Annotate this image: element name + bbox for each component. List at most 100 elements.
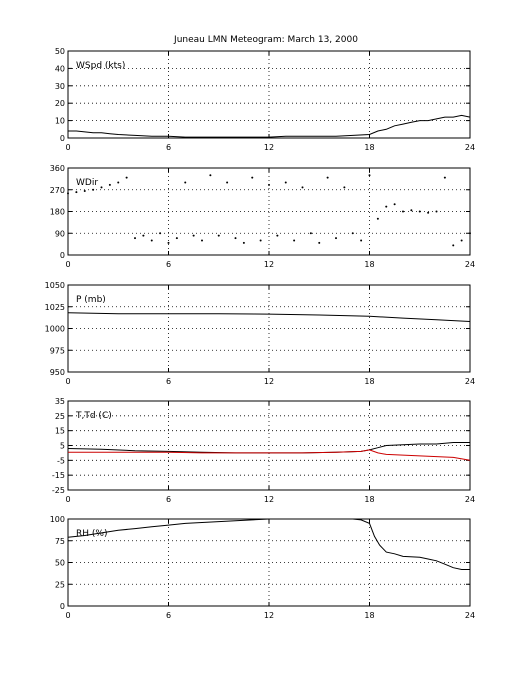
x-tick-label: 6 bbox=[166, 377, 171, 386]
y-tick-label: -15 bbox=[52, 471, 65, 480]
x-tick-label: 6 bbox=[166, 611, 171, 620]
y-tick-label: -5 bbox=[57, 456, 65, 465]
data-point bbox=[134, 237, 136, 240]
panel-wdir: 0 6 12 18 24 0 90 180 270 360 WDir bbox=[50, 164, 475, 269]
data-point bbox=[435, 210, 438, 213]
y-tick-label: 0 bbox=[60, 251, 65, 260]
x-tick-label: 12 bbox=[264, 495, 274, 504]
y-tick-label: 40 bbox=[55, 64, 65, 73]
y-tick-label: 1000 bbox=[45, 325, 65, 334]
data-point bbox=[443, 176, 446, 179]
y-tick-label: -25 bbox=[52, 486, 65, 495]
data-point bbox=[418, 210, 421, 213]
data-point bbox=[209, 174, 212, 177]
x-tick-label: 12 bbox=[264, 143, 274, 152]
y-tick-label: 270 bbox=[50, 186, 65, 195]
series-line-1 bbox=[67, 312, 471, 322]
data-point bbox=[284, 181, 287, 184]
y-tick-label: 950 bbox=[50, 368, 65, 377]
x-tick-label: 24 bbox=[465, 260, 475, 269]
x-tick-label: 0 bbox=[65, 495, 70, 504]
y-tick-label: 1025 bbox=[45, 303, 65, 312]
figure-title: Juneau LMN Meteogram: March 13, 2000 bbox=[173, 35, 358, 45]
data-point bbox=[326, 176, 329, 179]
panel-label: P (mb) bbox=[76, 295, 106, 305]
data-point bbox=[293, 239, 296, 242]
data-point bbox=[318, 241, 321, 244]
x-tick-label: 18 bbox=[364, 377, 374, 386]
data-point bbox=[100, 186, 103, 189]
y-tick-label: 975 bbox=[50, 346, 65, 355]
x-tick-label: 24 bbox=[465, 377, 475, 386]
y-tick-label: 15 bbox=[55, 427, 65, 436]
y-tick-label: 50 bbox=[55, 559, 65, 568]
x-tick-label: 12 bbox=[264, 260, 274, 269]
data-point bbox=[343, 186, 346, 189]
y-tick-label: 25 bbox=[55, 580, 65, 589]
y-tick-label: 75 bbox=[55, 537, 65, 546]
data-point bbox=[75, 191, 78, 194]
y-tick-label: 0 bbox=[60, 602, 65, 611]
panel-label: T,Td (C) bbox=[75, 411, 112, 421]
data-point bbox=[159, 232, 162, 235]
axes-frame bbox=[67, 50, 471, 139]
data-point bbox=[309, 232, 312, 235]
data-point bbox=[92, 188, 95, 191]
x-tick-label: 12 bbox=[264, 611, 274, 620]
data-point bbox=[452, 244, 455, 247]
data-point bbox=[469, 232, 471, 235]
x-tick-label: 6 bbox=[166, 143, 171, 152]
panel-label: WDir bbox=[76, 178, 98, 188]
x-tick-label: 24 bbox=[465, 143, 475, 152]
panel-rh: 0 6 12 18 24 0 25 50 75 100 RH (%) bbox=[50, 515, 475, 620]
y-tick-label: 20 bbox=[55, 99, 65, 108]
y-tick-label: 30 bbox=[55, 82, 65, 91]
y-tick-label: 0 bbox=[60, 134, 65, 143]
x-tick-label: 18 bbox=[364, 611, 374, 620]
panel-temp-dewpoint: 0 6 12 18 24 -25 -15 -5 5 15 25 35 T,Td (C) bbox=[52, 397, 475, 504]
data-point bbox=[201, 239, 203, 242]
y-tick-label: 90 bbox=[55, 229, 65, 238]
data-point bbox=[234, 237, 237, 240]
data-point bbox=[393, 203, 396, 206]
x-tick-label: 12 bbox=[264, 377, 274, 386]
series-line-1 bbox=[67, 518, 470, 570]
panel-label: WSpd (kts) bbox=[76, 61, 125, 71]
x-tick-label: 0 bbox=[65, 377, 70, 386]
y-tick-label: 180 bbox=[50, 208, 65, 217]
data-point bbox=[226, 181, 229, 184]
y-tick-label: 360 bbox=[50, 164, 65, 173]
data-point bbox=[351, 232, 354, 235]
x-tick-label: 0 bbox=[65, 143, 70, 152]
data-point bbox=[460, 239, 463, 242]
x-tick-label: 6 bbox=[166, 260, 171, 269]
data-point bbox=[175, 237, 178, 240]
y-tick-label: 50 bbox=[55, 47, 65, 56]
data-point bbox=[402, 210, 404, 213]
data-point bbox=[251, 176, 254, 179]
y-tick-label: 1050 bbox=[45, 281, 65, 290]
data-point bbox=[83, 189, 86, 192]
x-tick-label: 0 bbox=[65, 611, 70, 620]
x-tick-label: 6 bbox=[166, 495, 171, 504]
y-tick-label: 10 bbox=[55, 117, 65, 126]
y-tick-label: 25 bbox=[55, 412, 65, 421]
x-tick-label: 18 bbox=[364, 495, 374, 504]
x-tick-label: 0 bbox=[65, 260, 70, 269]
y-tick-label: 35 bbox=[55, 397, 65, 406]
panel-wspd: 0 6 12 18 24 0 10 20 30 40 50 WSpd (kts) bbox=[55, 47, 475, 152]
data-point bbox=[368, 174, 371, 177]
data-point bbox=[108, 183, 111, 186]
data-point bbox=[67, 192, 69, 195]
series-line-2 bbox=[68, 449, 471, 461]
x-tick-label: 24 bbox=[465, 495, 475, 504]
series-line-1 bbox=[68, 114, 471, 138]
data-point bbox=[268, 183, 270, 186]
data-point bbox=[242, 241, 245, 244]
data-point bbox=[150, 239, 153, 242]
data-point bbox=[259, 239, 262, 242]
panel-pressure: 0 6 12 18 24 950 975 1000 1025 1050 P (mb) bbox=[45, 281, 475, 386]
data-point bbox=[142, 234, 145, 237]
data-point bbox=[167, 241, 170, 244]
